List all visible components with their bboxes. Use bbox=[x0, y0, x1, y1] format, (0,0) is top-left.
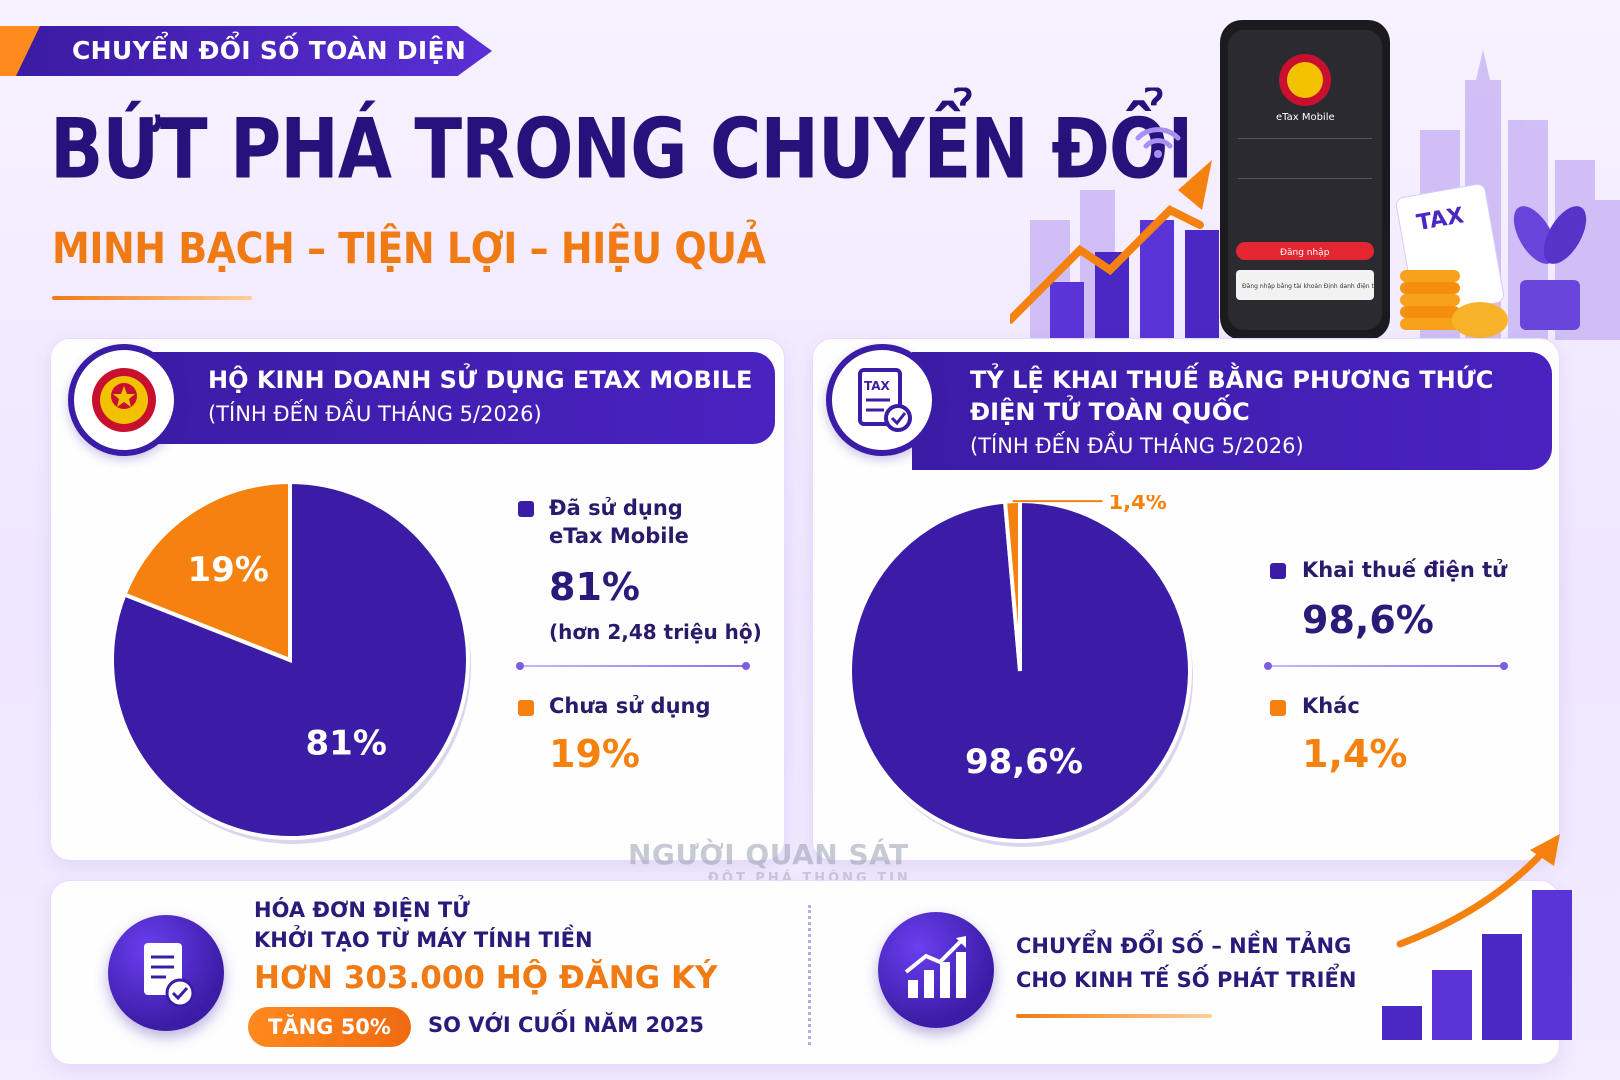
invoice-highlight: HƠN 303.000 HỘ ĐĂNG KÝ bbox=[254, 960, 718, 996]
e-filing-card-header: TỶ LỆ KHAI THUẾ BẰNG PHƯƠNG THỨC ĐIỆN TỬ… bbox=[912, 352, 1552, 470]
coins-icon bbox=[1400, 270, 1508, 338]
bottom-divider bbox=[808, 905, 811, 1045]
legend-used-value: 81% bbox=[549, 565, 640, 609]
legend-swatch-other bbox=[1270, 700, 1286, 716]
app-name: eTax Mobile bbox=[1276, 112, 1335, 123]
plant-icon bbox=[1513, 206, 1587, 330]
slogan-line-1: CHUYỂN ĐỔI SỐ – NỀN TẢNG bbox=[1016, 934, 1352, 958]
emblem-icon bbox=[68, 344, 180, 456]
legend-other-value: 1,4% bbox=[1302, 732, 1408, 776]
legend-used-label-2: eTax Mobile bbox=[549, 524, 689, 548]
e-filing-pie-chart: 98,6% 1,4% bbox=[850, 495, 1193, 847]
bottom-growth-illustration bbox=[1382, 834, 1572, 1040]
legend-swatch-efiling bbox=[1270, 563, 1286, 579]
svg-text:Đăng nhập: Đăng nhập bbox=[1280, 248, 1330, 258]
pie-label-1: 1,4% bbox=[1109, 495, 1167, 514]
category-ribbon: CHUYỂN ĐỔI SỐ TOÀN DIỆN bbox=[0, 26, 492, 76]
slogan-underline bbox=[1016, 1014, 1212, 1018]
legend-swatch-unused bbox=[518, 700, 534, 716]
e-filing-note: (TÍNH ĐẾN ĐẦU THÁNG 5/2026) bbox=[970, 434, 1304, 458]
phone-mockup: eTax Mobile Đăng nhập Đăng nhập bằng tài… bbox=[1220, 20, 1390, 340]
legend-other-label: Khác bbox=[1302, 694, 1360, 718]
legend-unused-value: 19% bbox=[549, 732, 640, 776]
title-underline bbox=[52, 296, 252, 300]
legend-efiling-value: 98,6% bbox=[1302, 598, 1434, 642]
pie-label-0: 81% bbox=[306, 724, 387, 764]
etax-card-note: (TÍNH ĐẾN ĐẦU THÁNG 5/2026) bbox=[208, 402, 542, 426]
hero-illustration: TAX eTax Mobile Đăng nhập Đăng nhập bằng… bbox=[1010, 20, 1620, 340]
e-filing-title-1: TỶ LỆ KHAI THUẾ BẰNG PHƯƠNG THỨC bbox=[970, 366, 1494, 394]
invoice-icon bbox=[108, 915, 224, 1031]
legend-efiling-label: Khai thuế điện tử bbox=[1302, 558, 1508, 582]
growth-chart-icon bbox=[878, 912, 994, 1028]
page-subtitle: MINH BẠCH – TIỆN LỢI – HIỆU QUẢ bbox=[52, 224, 766, 274]
legend-divider-2 bbox=[1264, 662, 1508, 670]
watermark-name: NGƯỜI QUAN SÁT bbox=[628, 838, 909, 871]
wifi-icon bbox=[1135, 127, 1181, 149]
growth-bars bbox=[1050, 220, 1219, 340]
legend-unused-label: Chưa sử dụng bbox=[549, 694, 711, 718]
legend-swatch-used bbox=[518, 501, 534, 517]
growth-arrow bbox=[1010, 205, 1204, 324]
etax-card-title: HỘ KINH DOANH SỬ DỤNG ETAX MOBILE bbox=[208, 366, 753, 394]
pie-label-1: 19% bbox=[187, 550, 268, 590]
tax-document-icon: TAX bbox=[826, 344, 938, 456]
pie-label-0: 98,6% bbox=[965, 742, 1083, 782]
svg-text:Đăng nhập bằng tài khoản Định: Đăng nhập bằng tài khoản Định danh điện … bbox=[1242, 283, 1379, 290]
e-filing-title-2: ĐIỆN TỬ TOÀN QUỐC bbox=[970, 398, 1250, 426]
legend-divider bbox=[516, 662, 750, 670]
category-label: CHUYỂN ĐỔI SỐ TOÀN DIỆN bbox=[72, 36, 467, 65]
invoice-compare: SO VỚI CUỐI NĂM 2025 bbox=[428, 1013, 704, 1037]
legend-used-note: (hơn 2,48 triệu hộ) bbox=[549, 620, 762, 644]
page-title: BỨT PHÁ TRONG CHUYỂN ĐỔI SỐ bbox=[50, 100, 1325, 198]
slogan-line-2: CHO KINH TẾ SỐ PHÁT TRIỂN bbox=[1016, 968, 1357, 992]
legend-used-label-1: Đã sử dụng bbox=[549, 496, 683, 520]
pie-slice-0 bbox=[110, 479, 470, 840]
growth-badge: TĂNG 50% bbox=[248, 1007, 411, 1047]
pie-slice-1 bbox=[121, 479, 292, 663]
login-button-mock bbox=[1236, 242, 1374, 260]
etax-pie-chart: 81% 19% bbox=[110, 479, 471, 844]
svg-text:TAX: TAX bbox=[864, 379, 891, 393]
invoice-line-1: HÓA ĐƠN ĐIỆN TỬ bbox=[254, 898, 470, 922]
invoice-line-2: KHỞI TẠO TỪ MÁY TÍNH TIỀN bbox=[254, 928, 593, 952]
etax-card-header: HỘ KINH DOANH SỬ DỤNG ETAX MOBILE (TÍNH … bbox=[150, 352, 775, 444]
watermark: NGƯỜI QUAN SÁT ĐỘT PHÁ THÔNG TIN bbox=[628, 838, 911, 886]
